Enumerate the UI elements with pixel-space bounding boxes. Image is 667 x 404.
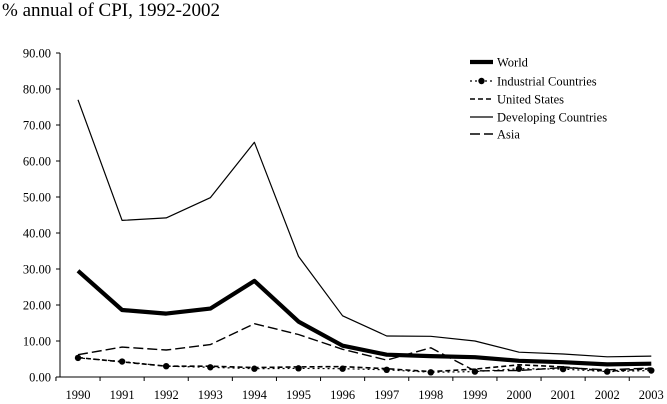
data-point <box>559 365 567 373</box>
legend-marker <box>478 77 485 85</box>
legend-label: United States <box>497 93 564 107</box>
y-tick-label: 50.00 <box>23 191 51 205</box>
data-point <box>207 364 214 371</box>
y-tick-label: 90.00 <box>23 47 51 61</box>
x-tick-label: 1996 <box>330 388 355 402</box>
y-tick-label: 40.00 <box>23 227 51 241</box>
x-tick-label: 1990 <box>66 388 91 402</box>
y-tick-label: 0.00 <box>29 371 51 385</box>
x-tick-label: 1992 <box>154 388 179 402</box>
legend-label: Industrial Countries <box>497 75 597 89</box>
x-tick-label: 1995 <box>286 388 311 402</box>
data-point <box>295 365 302 372</box>
data-point <box>515 365 523 372</box>
chart-title: % annual of CPI, 1992-2002 <box>2 0 220 21</box>
data-point <box>383 366 390 373</box>
data-point <box>604 368 611 375</box>
series-line-developing-countries <box>77 99 652 358</box>
x-tick-label: 1991 <box>110 388 135 402</box>
legend-label: Developing Countries <box>497 111 607 125</box>
data-point <box>74 354 82 362</box>
x-tick-label: 1997 <box>374 388 399 402</box>
x-tick-label: 1999 <box>462 388 487 402</box>
y-tick-label: 20.00 <box>23 299 51 313</box>
data-point <box>427 369 434 376</box>
axes: 0.00 10.00 20.00 30.00 40.00 50.00 60.00 70.00 8… <box>23 47 664 403</box>
legend-label: Asia <box>497 128 520 142</box>
x-tick-label: 2002 <box>595 388 620 402</box>
data-point <box>648 367 655 374</box>
y-tick-label: 80.00 <box>23 83 51 97</box>
data-point <box>163 363 170 370</box>
y-tick-label: 10.00 <box>23 335 51 349</box>
series-line-industrial-countries <box>77 357 652 373</box>
x-tick-label: 1994 <box>242 388 268 402</box>
data-point <box>471 368 479 375</box>
y-tick-label: 70.00 <box>23 119 51 133</box>
x-tick-label: 1998 <box>418 388 443 402</box>
series-line-asia <box>77 323 652 372</box>
series-layer <box>74 99 655 376</box>
x-tick-label: 2003 <box>639 388 664 402</box>
data-point <box>118 358 126 365</box>
legend: World Industrial Countries United States De… <box>470 56 607 142</box>
x-tick-label: 2000 <box>507 388 532 402</box>
legend-label: World <box>497 56 529 70</box>
y-tick-label: 30.00 <box>23 263 51 277</box>
data-point <box>339 365 346 372</box>
y-tick-label: 60.00 <box>23 155 51 169</box>
x-tick-label: 1993 <box>198 388 223 402</box>
x-tick-label: 2001 <box>551 388 576 402</box>
series-line-world <box>76 269 652 367</box>
data-point <box>251 365 258 372</box>
